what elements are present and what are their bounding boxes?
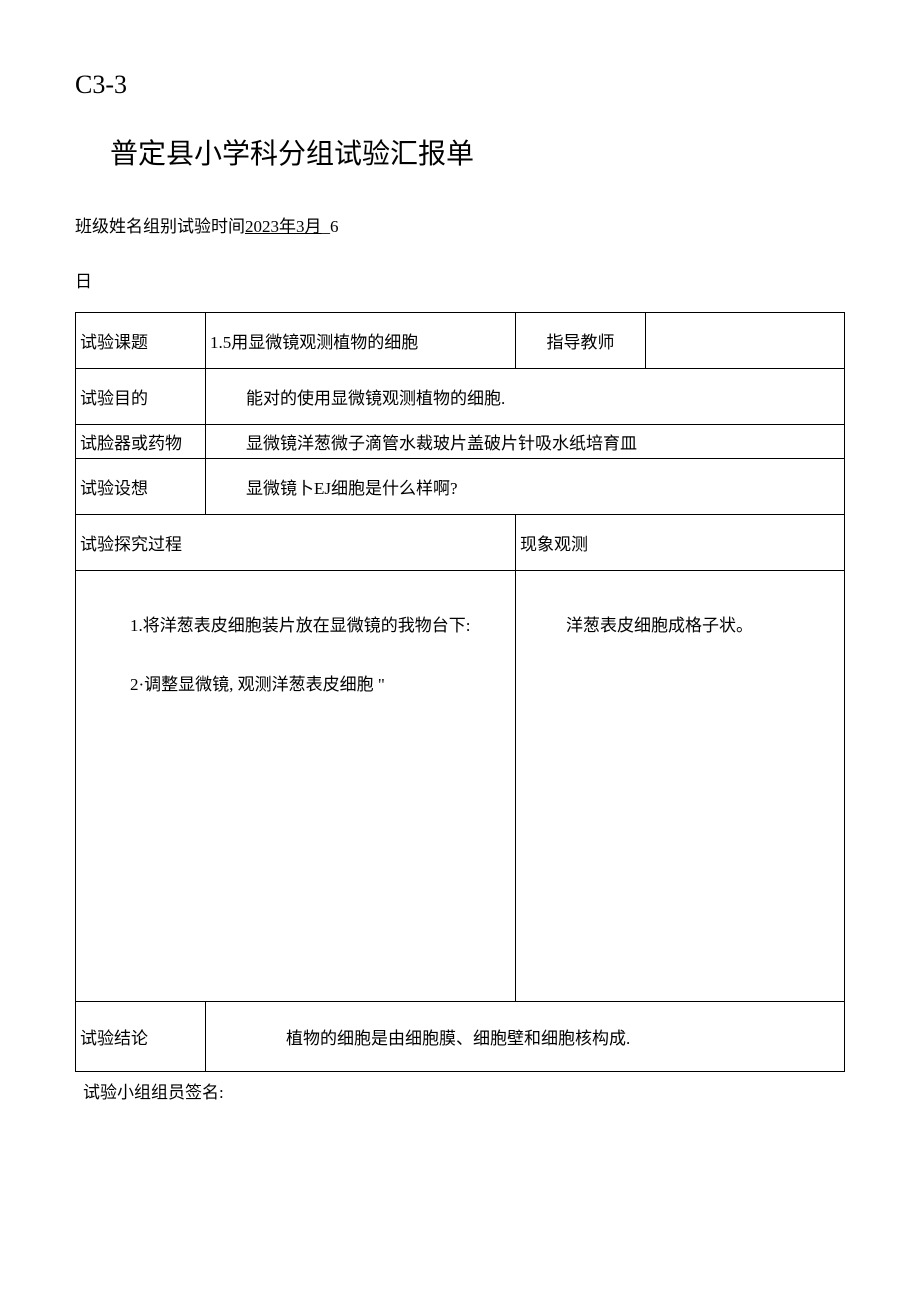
- experiment-table: 试验课题 1.5用显微镜观测植物的细胞 指导教师 试验目的 能对的使用显微镜观测…: [75, 312, 845, 1072]
- table-row: 试验结论 植物的细胞是由细胞膜、细胞壁和细胞核构成.: [76, 1002, 845, 1072]
- process-label: 试验探究过程: [76, 515, 515, 570]
- meta-date: 2023年3月: [245, 217, 322, 236]
- signature-label: 试验小组组员签名:: [83, 1078, 845, 1103]
- meta-suffix: _6: [322, 217, 339, 236]
- observation-content: 洋葱表皮细胞成格子状。: [516, 571, 844, 1001]
- conclusion-label: 试验结论: [76, 1002, 205, 1071]
- process-step-1: 1.将洋葱表皮细胞装片放在显微镜的我物台下:: [80, 611, 507, 642]
- meta-prefix: 班级姓名组别试验时间: [75, 217, 245, 236]
- teacher-value: [646, 326, 844, 356]
- observation-value: 洋葱表皮细胞成格子状。: [566, 611, 836, 636]
- table-row: 试验课题 1.5用显微镜观测植物的细胞 指导教师: [76, 313, 845, 369]
- topic-value: 1.5用显微镜观测植物的细胞: [206, 313, 515, 368]
- purpose-value: 能对的使用显微镜观测植物的细胞.: [206, 369, 844, 424]
- day-line: 日: [75, 267, 845, 292]
- process-step-2: 2·调整显微镜, 观测洋葱表皮细胞 ": [80, 670, 507, 701]
- hypothesis-label: 试验设想: [76, 459, 205, 514]
- table-row: 1.将洋葱表皮细胞装片放在显微镜的我物台下: 2·调整显微镜, 观测洋葱表皮细胞…: [76, 571, 845, 1002]
- purpose-label: 试验目的: [76, 369, 205, 424]
- document-code: C3-3: [75, 70, 845, 100]
- process-content: 1.将洋葱表皮细胞装片放在显微镜的我物台下: 2·调整显微镜, 观测洋葱表皮细胞…: [76, 571, 515, 1001]
- equipment-value: 显微镜洋葱微子滴管水裁玻片盖破片针吸水纸培育皿: [206, 425, 844, 458]
- table-row: 试验探究过程 现象观测: [76, 515, 845, 571]
- teacher-label: 指导教师: [516, 313, 645, 368]
- table-row: 试验目的 能对的使用显微镜观测植物的细胞.: [76, 369, 845, 425]
- table-row: 试脸器或药物 显微镜洋葱微子滴管水裁玻片盖破片针吸水纸培育皿: [76, 425, 845, 459]
- document-title: 普定县小学科分组试验汇报单: [110, 132, 845, 172]
- equipment-label: 试脸器或药物: [76, 425, 205, 458]
- hypothesis-value: 显微镜卜EJ细胞是什么样啊?: [206, 459, 844, 514]
- table-row: 试验设想 显微镜卜EJ细胞是什么样啊?: [76, 459, 845, 515]
- conclusion-value: 植物的细胞是由细胞膜、细胞壁和细胞核构成.: [206, 1009, 844, 1064]
- topic-label: 试验课题: [76, 313, 205, 368]
- observation-label: 现象观测: [516, 515, 844, 570]
- meta-line: 班级姓名组别试验时间2023年3月_6: [75, 212, 845, 237]
